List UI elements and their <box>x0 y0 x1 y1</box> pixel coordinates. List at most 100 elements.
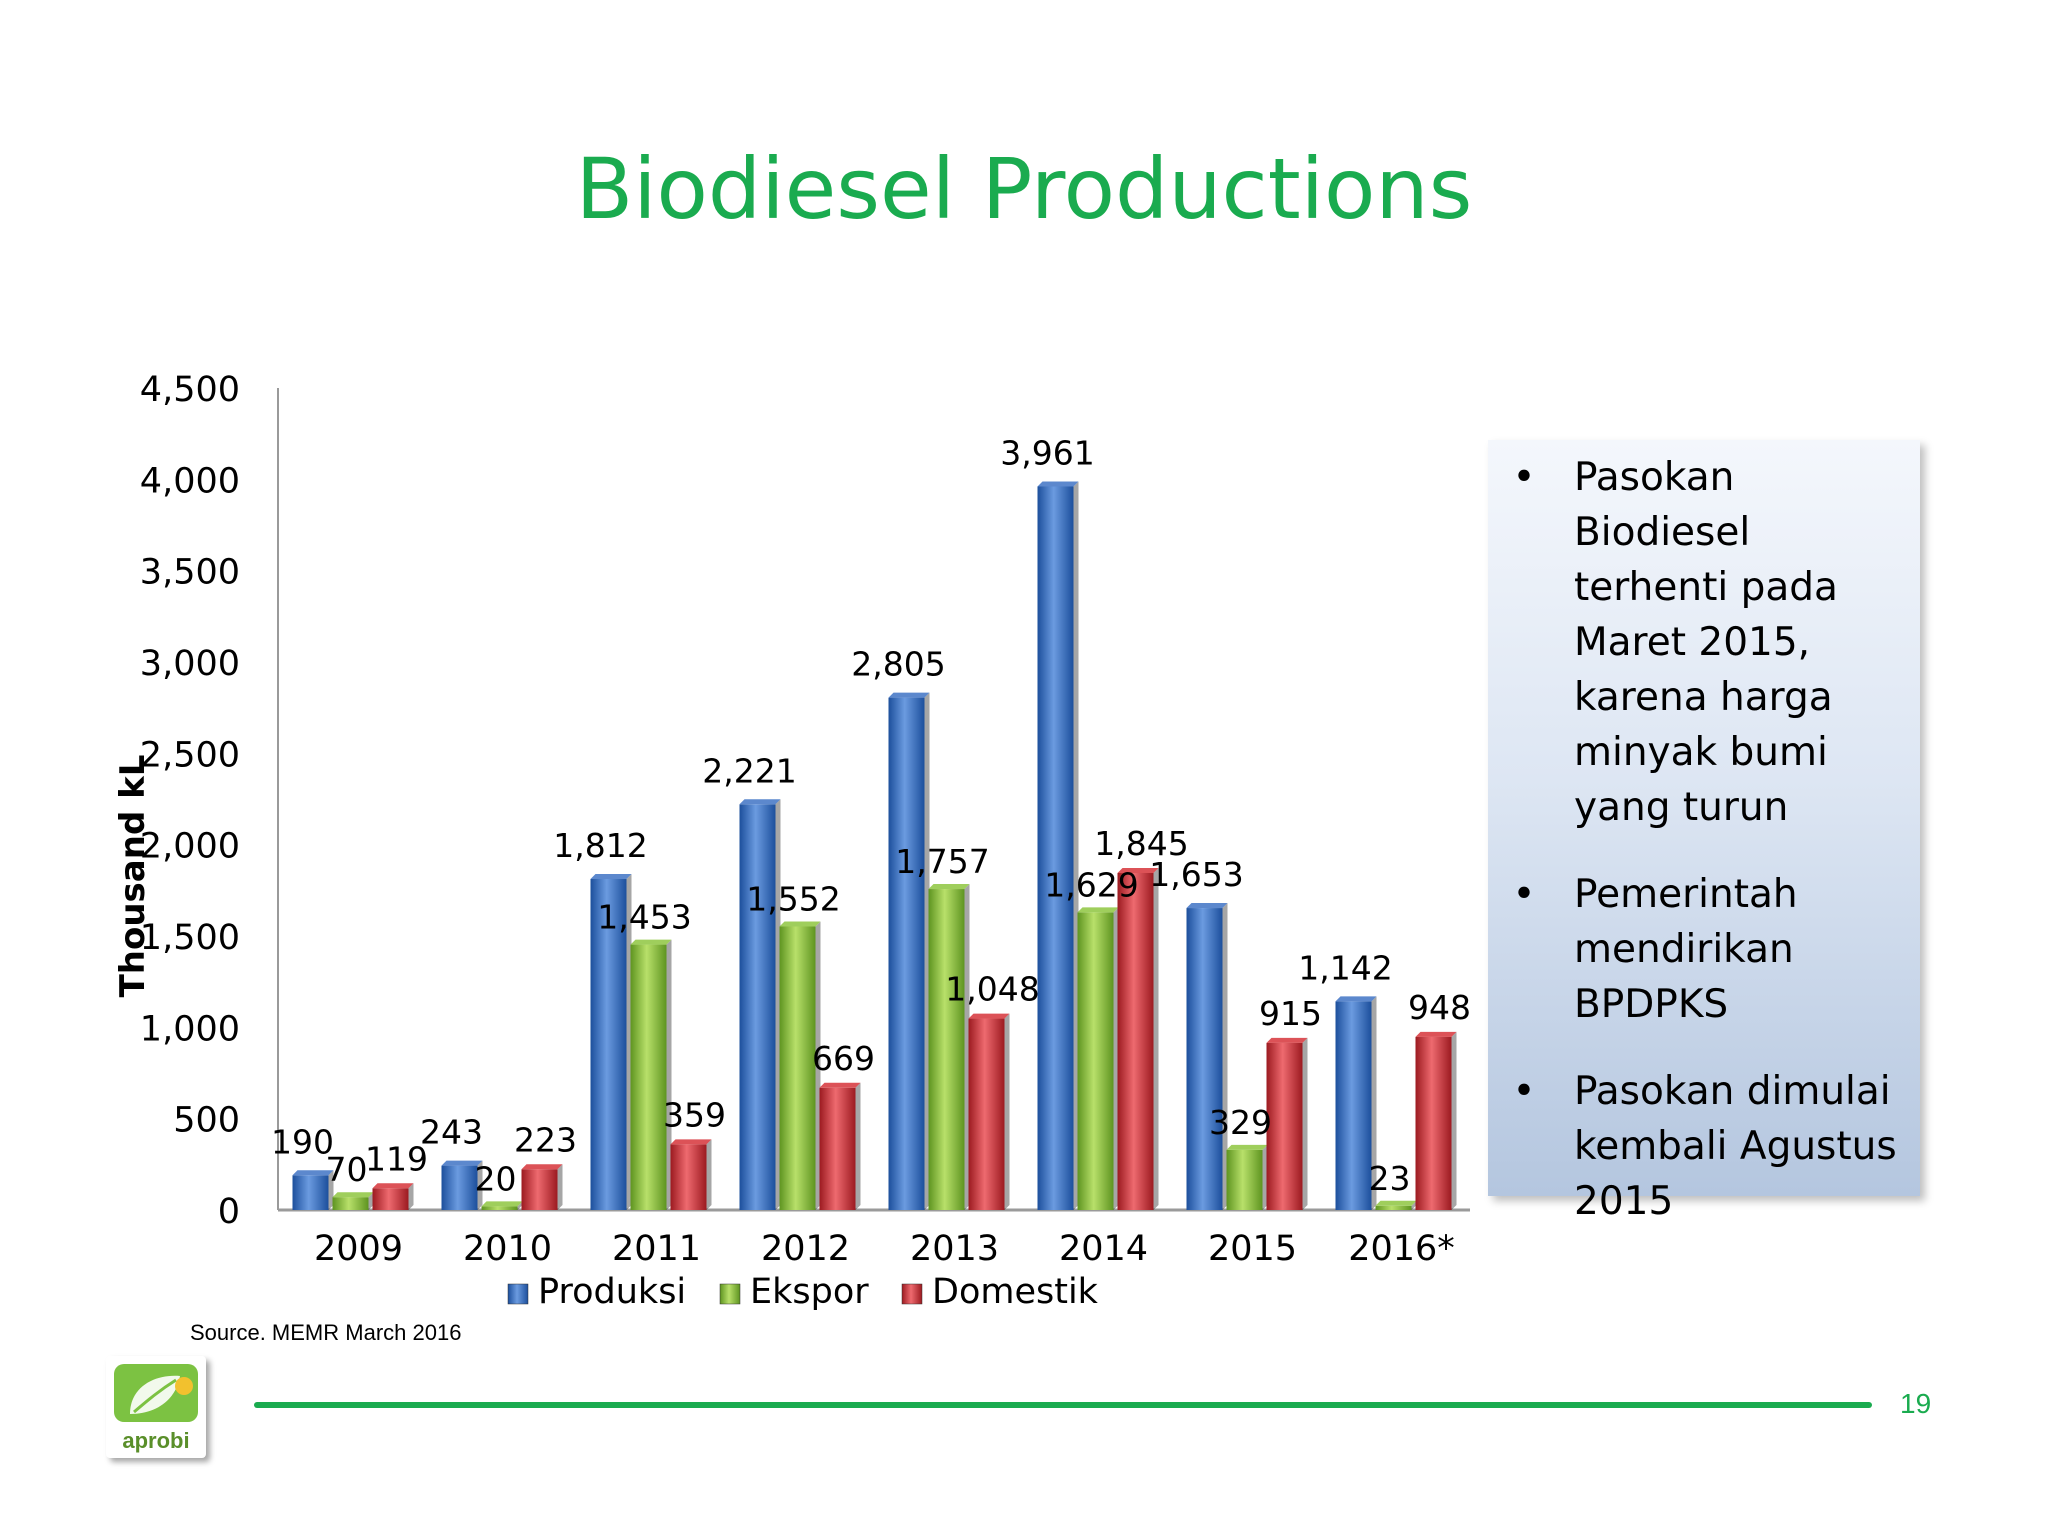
bar-side <box>815 921 821 1210</box>
bar <box>1037 486 1074 1210</box>
x-tick-label: 2014 <box>1059 1229 1148 1269</box>
y-tick-label: 2,500 <box>140 735 240 775</box>
source-note: Source. MEMR March 2016 <box>190 1320 462 1345</box>
bar-top <box>819 1082 861 1088</box>
bar-chart: 0 500 1,000 1,500 2,000 2,500 3,000 3,500 4,000 4… <box>113 370 1471 1312</box>
data-label: 23 <box>1369 1159 1411 1198</box>
y-tick-label: 3,000 <box>140 644 240 684</box>
data-label: 223 <box>514 1120 577 1159</box>
bullet-icon: • <box>1512 455 1536 500</box>
x-tick-label: 2011 <box>612 1229 701 1269</box>
x-tick-label: 2012 <box>761 1229 850 1269</box>
data-label: 1,845 <box>1094 824 1188 863</box>
bar <box>670 1144 707 1210</box>
bar <box>819 1087 856 1210</box>
bar-side <box>517 1201 523 1210</box>
bar-top <box>292 1170 334 1176</box>
bar-top <box>1266 1037 1308 1043</box>
note-text: Pasokan Biodiesel terhenti pada Maret 20… <box>1574 455 1838 830</box>
y-axis-title: Thousand kL <box>113 755 153 998</box>
bar-side <box>666 939 672 1210</box>
data-label: 1,629 <box>1044 865 1138 904</box>
aprobi-logo: aprobi <box>106 1356 206 1458</box>
data-label: 915 <box>1259 994 1322 1033</box>
bar <box>968 1018 1005 1210</box>
bar-side <box>477 1160 483 1210</box>
bar-side <box>964 884 970 1210</box>
slide-title: Biodiesel Productions <box>575 140 1473 238</box>
bar-side <box>1222 903 1228 1210</box>
bar-top <box>739 799 781 805</box>
data-label: 1,453 <box>597 898 691 937</box>
bar-top <box>1186 903 1228 909</box>
bar <box>779 926 816 1210</box>
bar <box>590 879 627 1210</box>
bar-top <box>590 874 632 880</box>
bar <box>1077 912 1114 1210</box>
bar-side <box>408 1183 414 1210</box>
y-tick-label: 4,000 <box>140 461 240 501</box>
legend-swatch <box>901 1283 923 1305</box>
bar <box>630 944 667 1210</box>
data-label: 669 <box>812 1039 875 1078</box>
data-label: 1,757 <box>895 842 989 881</box>
bar-side <box>706 1139 712 1210</box>
data-label: 2,221 <box>702 751 796 790</box>
y-tick-label: 4,500 <box>140 370 240 410</box>
y-tick-label: 500 <box>173 1101 240 1141</box>
x-tick-label: 2016* <box>1348 1229 1455 1269</box>
bar <box>1375 1205 1412 1210</box>
y-tick-label: 0 <box>218 1192 240 1232</box>
bar <box>1226 1149 1263 1210</box>
data-label: 1,552 <box>746 880 840 919</box>
footer-divider <box>254 1402 1872 1408</box>
bar-side <box>1004 1013 1010 1210</box>
y-tick-label: 3,500 <box>140 553 240 593</box>
bar <box>888 697 925 1210</box>
bar-top <box>521 1164 563 1170</box>
data-label: 1,812 <box>553 826 647 865</box>
y-tick-label: 2,000 <box>140 827 240 867</box>
note-text: Pemerintah mendirikan BPDPKS <box>1574 872 1798 1027</box>
y-tick-label: 1,000 <box>140 1009 240 1049</box>
bar-top <box>779 921 821 927</box>
bar-side <box>775 799 781 1210</box>
data-label: 70 <box>326 1150 368 1189</box>
x-tick-label: 2015 <box>1208 1229 1297 1269</box>
legend-swatch <box>719 1283 741 1305</box>
y-tick-label: 1,500 <box>140 918 240 958</box>
bar-top <box>372 1183 414 1189</box>
data-label: 948 <box>1408 988 1471 1027</box>
bar <box>441 1165 478 1210</box>
bar-top <box>1335 996 1377 1002</box>
bar-side <box>1411 1200 1417 1210</box>
bar-side <box>1451 1031 1457 1210</box>
bar-side <box>1113 907 1119 1210</box>
bar-top <box>441 1160 483 1166</box>
bar <box>292 1175 329 1210</box>
bar-side <box>1262 1144 1268 1210</box>
bar-side <box>328 1170 334 1210</box>
bullet-icon: • <box>1512 872 1536 917</box>
data-label: 3,961 <box>1000 433 1094 472</box>
bar-side <box>1073 481 1079 1210</box>
bar-top <box>332 1192 374 1198</box>
x-tick-label: 2013 <box>910 1229 999 1269</box>
data-label: 329 <box>1209 1103 1272 1142</box>
bar <box>739 804 776 1210</box>
note-item: • Pemerintah mendirikan BPDPKS <box>1504 867 1906 1032</box>
bar <box>1186 908 1223 1210</box>
data-label: 1,142 <box>1298 948 1392 987</box>
data-label: 190 <box>271 1122 334 1161</box>
bar-top <box>1117 867 1159 873</box>
bar-top <box>481 1201 523 1207</box>
bar-top <box>630 939 672 945</box>
legend-label: Ekspor <box>750 1272 869 1312</box>
bar <box>1117 872 1154 1210</box>
bar-side <box>557 1164 563 1210</box>
bar-side <box>924 692 930 1210</box>
leaf-icon: aprobi <box>114 1364 198 1453</box>
bar-top <box>1415 1031 1457 1037</box>
bar <box>1335 1001 1372 1210</box>
data-label: 1,048 <box>945 970 1039 1009</box>
